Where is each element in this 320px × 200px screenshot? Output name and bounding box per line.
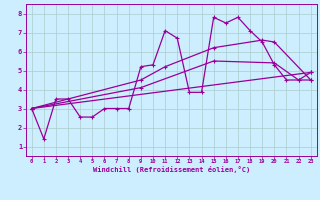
X-axis label: Windchill (Refroidissement éolien,°C): Windchill (Refroidissement éolien,°C) <box>92 166 250 173</box>
